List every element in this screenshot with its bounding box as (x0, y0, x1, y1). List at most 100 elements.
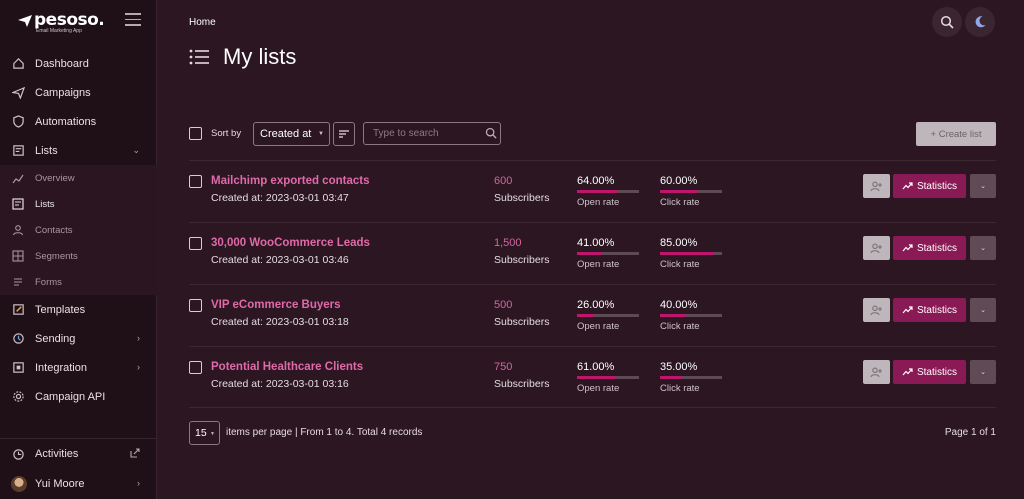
list-icon (11, 198, 25, 210)
sidebar-item-campaign-api[interactable]: Campaign API (0, 382, 157, 411)
list-row: 30,000 WooCommerce Leads Created at: 202… (189, 222, 996, 284)
list-row: VIP eCommerce Buyers Created at: 2023-03… (189, 284, 996, 346)
list-name-link[interactable]: Mailchimp exported contacts (211, 175, 370, 187)
chevron-down-icon: ⌄ (980, 245, 986, 252)
per-page-select[interactable]: 15 ▼ (189, 421, 220, 445)
add-user-icon (870, 367, 882, 377)
add-subscriber-button[interactable] (863, 236, 890, 260)
statistics-button[interactable]: Statistics (893, 236, 966, 260)
chevron-down-icon: ⌄ (132, 145, 140, 155)
open-rate-value: 64.00% (577, 175, 615, 187)
chevron-down-icon: ⌄ (980, 369, 986, 376)
sidebar-subitem-overview[interactable]: Overview (0, 165, 157, 191)
list-name-link[interactable]: 30,000 WooCommerce Leads (211, 237, 370, 249)
caret-down-icon: ▼ (210, 431, 215, 437)
sidebar-item-label: Sending (35, 332, 76, 345)
sidebar-item-templates[interactable]: Templates (0, 295, 157, 324)
trend-up-icon (902, 306, 913, 314)
sidebar-item-label: Lists (35, 144, 58, 157)
subscribers-label: Subscribers (494, 378, 550, 390)
open-rate-value: 61.00% (577, 361, 615, 373)
statistics-button[interactable]: Statistics (893, 174, 966, 198)
subscribers-count[interactable]: 600 (494, 175, 513, 187)
sidebar-item-dashboard[interactable]: Dashboard (0, 49, 157, 78)
menu-toggle-icon[interactable] (125, 13, 141, 27)
add-subscriber-button[interactable] (863, 360, 890, 384)
sidebar-item-label: Dashboard (35, 57, 89, 70)
row-actions-dropdown[interactable]: ⌄ (970, 360, 996, 384)
add-subscriber-button[interactable] (863, 298, 890, 322)
breadcrumb[interactable]: Home (189, 17, 216, 28)
create-list-button[interactable]: + Create list (916, 122, 996, 146)
search-input[interactable] (363, 122, 501, 145)
user-icon (11, 224, 25, 236)
row-actions-dropdown[interactable]: ⌄ (970, 174, 996, 198)
edit-icon (11, 303, 25, 317)
add-user-icon (870, 243, 882, 253)
list-name-link[interactable]: VIP eCommerce Buyers (211, 299, 341, 311)
row-checkbox[interactable] (189, 361, 202, 374)
row-checkbox[interactable] (189, 175, 202, 188)
open-rate-metric: 41.00% Open rate (577, 237, 640, 270)
subscribers-count[interactable]: 1,500 (494, 237, 522, 249)
statistics-button[interactable]: Statistics (893, 298, 966, 322)
list-name-link[interactable]: Potential Healthcare Clients (211, 361, 364, 373)
sidebar-subitem-label: Forms (35, 276, 62, 288)
sidebar-subitem-label: Overview (35, 172, 75, 184)
chevron-right-icon: › (137, 362, 140, 372)
sidebar-item-automations[interactable]: Automations (0, 107, 157, 136)
row-checkbox[interactable] (189, 237, 202, 250)
external-link-icon (130, 448, 140, 460)
sort-direction-button[interactable] (333, 122, 355, 146)
brand-name: pesoso. (34, 10, 105, 30)
open-rate-metric: 61.00% Open rate (577, 361, 640, 394)
click-rate-bar (660, 376, 722, 379)
sidebar-subitem-forms[interactable]: Forms (0, 269, 157, 295)
sidebar-subitem-contacts[interactable]: Contacts (0, 217, 157, 243)
user-menu[interactable]: Yui Moore › (0, 469, 157, 499)
row-checkbox[interactable] (189, 299, 202, 312)
click-rate-value: 35.00% (660, 361, 698, 373)
sidebar-item-lists[interactable]: Lists ⌄ (0, 136, 157, 165)
page-header: My lists (189, 44, 296, 70)
sort-label: Sort by (211, 128, 242, 139)
row-actions-dropdown[interactable]: ⌄ (970, 236, 996, 260)
click-rate-metric: 85.00% Click rate (660, 237, 723, 270)
sidebar-subitem-segments[interactable]: Segments (0, 243, 157, 269)
sort-select[interactable]: Created at ▼ (253, 122, 330, 146)
search-button[interactable] (932, 7, 962, 37)
sidebar-item-integration[interactable]: Integration › (0, 353, 157, 382)
sort-icon (339, 130, 349, 138)
add-user-icon (870, 181, 882, 191)
statistics-label: Statistics (916, 366, 957, 378)
sidebar-item-label: Templates (35, 303, 86, 316)
click-rate-label: Click rate (660, 259, 700, 270)
add-subscriber-button[interactable] (863, 174, 890, 198)
open-rate-value: 41.00% (577, 237, 615, 249)
created-date: Created at: 2023-03-01 03:47 (211, 192, 349, 204)
subscribers-count[interactable]: 750 (494, 361, 513, 373)
theme-toggle-button[interactable] (965, 7, 995, 37)
sidebar-item-sending[interactable]: Sending › (0, 324, 157, 353)
gear-icon (11, 390, 25, 404)
select-all-checkbox[interactable] (189, 127, 202, 140)
row-actions-dropdown[interactable]: ⌄ (970, 298, 996, 322)
statistics-label: Statistics (916, 242, 957, 254)
plug-icon (11, 361, 25, 375)
sidebar-subitem-lists[interactable]: Lists (0, 191, 157, 217)
sort-value: Created at (260, 128, 312, 140)
open-rate-fill (577, 376, 615, 379)
subscribers-count[interactable]: 500 (494, 299, 513, 311)
statistics-button[interactable]: Statistics (893, 360, 966, 384)
send-icon (11, 86, 25, 100)
list-icon (11, 144, 25, 158)
brand-logo[interactable]: pesoso. Email Marketing App (18, 10, 105, 34)
click-rate-label: Click rate (660, 383, 700, 394)
sidebar-item-activities[interactable]: Activities (0, 439, 157, 469)
click-rate-value: 40.00% (660, 299, 698, 311)
click-rate-bar (660, 314, 722, 317)
sidebar-item-label: Automations (35, 115, 97, 128)
sidebar-item-label: Campaigns (35, 86, 91, 99)
sidebar-item-campaigns[interactable]: Campaigns (0, 78, 157, 107)
open-rate-bar (577, 252, 639, 255)
